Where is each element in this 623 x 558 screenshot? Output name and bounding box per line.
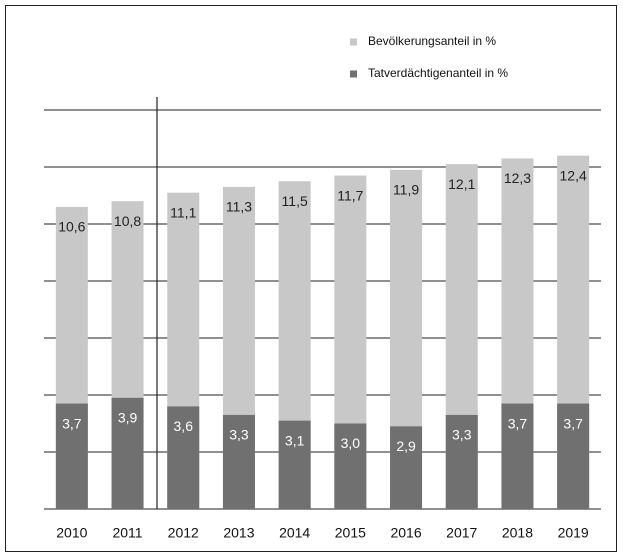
legend-swatch — [350, 38, 357, 46]
value-label: 3,1 — [285, 432, 305, 448]
x-tick-label: 2016 — [390, 525, 421, 541]
legend-swatch — [350, 70, 357, 78]
value-label: 3,3 — [452, 427, 472, 443]
value-label: 3,6 — [174, 418, 194, 434]
bar — [334, 423, 367, 509]
x-tick-label: 2011 — [112, 525, 142, 541]
value-label: 10,6 — [58, 219, 85, 235]
labels: 10,6 10,8 11,1 11,3 11,5 11,7 11,9 12,1 12,3 12,4… — [56, 167, 589, 540]
bar — [390, 426, 423, 509]
value-label: 11,7 — [337, 187, 363, 203]
value-label: 12,3 — [504, 170, 531, 186]
value-label: 11,1 — [170, 204, 196, 220]
legend-label: Bevölkerungsanteil in % — [368, 34, 496, 48]
x-tick-label: 2013 — [223, 525, 254, 541]
x-tick-label: 2010 — [56, 525, 87, 541]
value-label: 3,7 — [508, 415, 528, 431]
bar — [55, 403, 88, 509]
x-tick-label: 2018 — [502, 525, 533, 541]
legend-label: Tatverdächtigenanteil in % — [368, 66, 508, 80]
value-label: 11,5 — [282, 193, 308, 209]
value-label: 12,4 — [560, 167, 587, 183]
value-label: 12,1 — [448, 176, 475, 192]
value-label: 11,3 — [226, 199, 252, 215]
bar — [222, 414, 255, 509]
legend: Bevölkerungsanteil in % Tatverdächtigenan… — [350, 34, 508, 80]
value-label: 2,9 — [396, 438, 416, 454]
value-label: 3,3 — [229, 427, 249, 443]
x-tick-label: 2015 — [335, 525, 366, 541]
bar — [501, 403, 534, 509]
bar — [445, 414, 478, 509]
value-label: 3,7 — [62, 415, 82, 431]
bar — [167, 406, 200, 509]
x-tick-label: 2014 — [279, 525, 310, 541]
value-label: 3,9 — [118, 410, 138, 426]
bar — [278, 420, 311, 509]
bars — [55, 155, 590, 510]
value-label: 3,7 — [563, 415, 583, 431]
x-tick-label: 2019 — [558, 525, 589, 541]
value-label: 10,8 — [114, 213, 141, 229]
x-tick-label: 2012 — [168, 525, 199, 541]
frame — [5, 5, 617, 552]
value-label: 11,9 — [393, 182, 419, 198]
x-tick-label: 2017 — [446, 525, 477, 541]
value-label: 3,0 — [341, 435, 361, 451]
bar — [111, 397, 144, 509]
bar — [557, 403, 590, 509]
